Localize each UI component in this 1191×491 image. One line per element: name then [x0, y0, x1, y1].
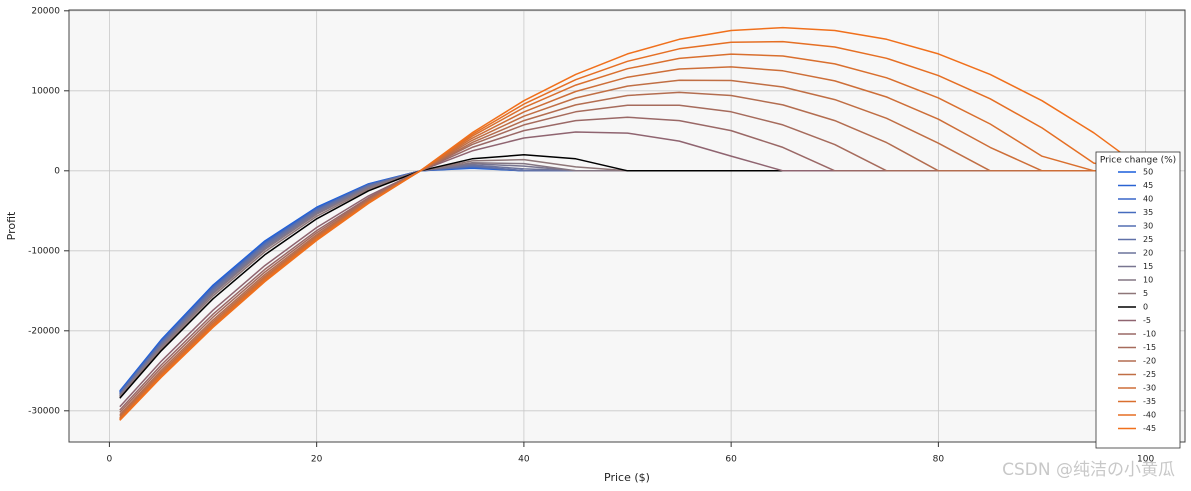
- plot-area: [69, 10, 1185, 442]
- legend-label: -35: [1143, 397, 1156, 406]
- x-tick-label: 80: [933, 455, 945, 465]
- legend-label: 25: [1143, 235, 1153, 244]
- y-tick-label: 10000: [31, 86, 60, 96]
- legend-label: -15: [1143, 343, 1156, 352]
- series-line: [119, 66, 1146, 419]
- series-line: [119, 91, 1146, 416]
- legend-label: 40: [1143, 195, 1153, 204]
- legend-label: 20: [1143, 249, 1153, 258]
- legend-label: 45: [1143, 181, 1153, 190]
- series-line: [119, 26, 1147, 421]
- legend: Price change (%)50454035302520151050-5-1…: [1095, 151, 1181, 449]
- x-tick-label: 0: [107, 455, 113, 465]
- series-line: [119, 79, 1146, 417]
- legend-label: -20: [1143, 357, 1156, 366]
- x-axis-label: Price ($): [604, 471, 650, 484]
- legend-label: -45: [1143, 424, 1156, 433]
- legend-label: -5: [1143, 316, 1151, 325]
- legend-label: 5: [1143, 289, 1148, 298]
- legend-label: 0: [1143, 303, 1148, 312]
- legend-title: Price change (%): [1100, 156, 1176, 166]
- x-tick-label: 40: [518, 455, 530, 465]
- legend-label: 30: [1143, 222, 1153, 231]
- y-tick-label: -20000: [28, 326, 60, 336]
- legend-label: -30: [1143, 384, 1156, 393]
- legend-label: 50: [1143, 168, 1153, 177]
- legend-label: 10: [1143, 276, 1153, 285]
- y-tick-label: -10000: [28, 246, 60, 256]
- x-tick-label: 100: [1137, 455, 1154, 465]
- y-axis-label: Profit: [5, 211, 18, 240]
- y-tick-label: -30000: [28, 406, 60, 416]
- legend-label: 35: [1143, 208, 1153, 217]
- plot-layer: [69, 10, 1185, 442]
- legend-label: 15: [1143, 262, 1153, 271]
- series-line: [119, 53, 1146, 420]
- x-tick-label: 20: [311, 455, 323, 465]
- legend-box: [1095, 151, 1181, 449]
- legend-label: -10: [1143, 330, 1156, 339]
- watermark: CSDN @纯洁の小黄瓜: [1002, 460, 1175, 480]
- legend-label: -25: [1143, 370, 1156, 379]
- series-line: [119, 40, 1146, 421]
- y-tick-label: 0: [54, 166, 60, 176]
- legend-label: -40: [1143, 411, 1156, 420]
- x-tick-label: 60: [725, 455, 737, 465]
- plot-frame: [68, 9, 1186, 443]
- y-tick-label: 20000: [31, 6, 60, 16]
